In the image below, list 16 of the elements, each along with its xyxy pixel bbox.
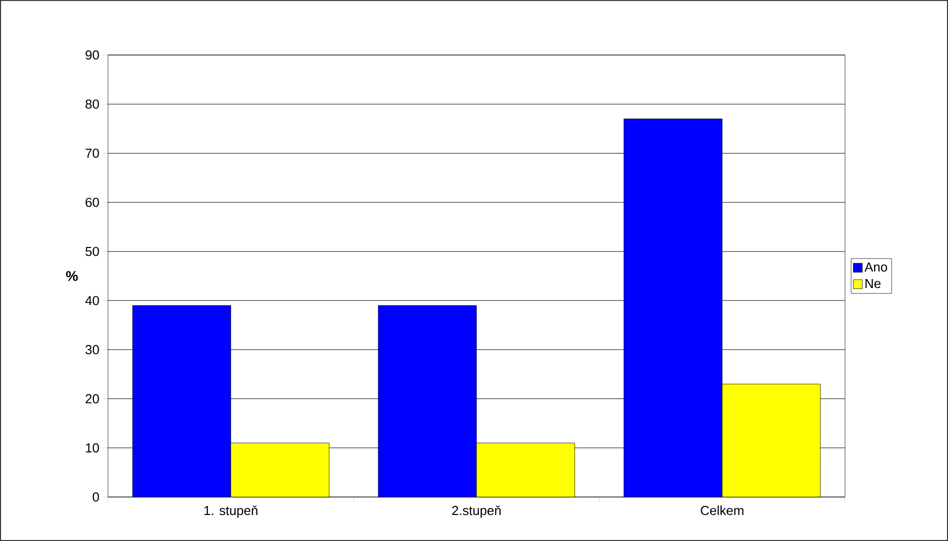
legend-label: Ne — [866, 279, 881, 288]
y-tick-label: 90 — [86, 50, 99, 60]
y-tick-label: 40 — [85, 296, 99, 306]
y-tick-label: 0 — [92, 492, 99, 502]
y-axis-title: % — [66, 271, 78, 281]
y-tick-label: 70 — [86, 148, 99, 158]
y-tick-label: 20 — [86, 394, 99, 404]
y-tick-label: 30 — [86, 345, 99, 354]
x-tick-label: 1. stupeň — [204, 506, 258, 518]
y-tick-label: 80 — [86, 100, 99, 109]
y-tick-label: 10 — [86, 443, 99, 452]
y-tick-label: 60 — [86, 198, 99, 207]
x-tick-label: Celkem — [700, 506, 744, 516]
x-tick-label: 2.stupeň — [452, 506, 501, 518]
legend-label: Ano — [864, 262, 888, 272]
y-tick-label: 50 — [86, 246, 99, 256]
